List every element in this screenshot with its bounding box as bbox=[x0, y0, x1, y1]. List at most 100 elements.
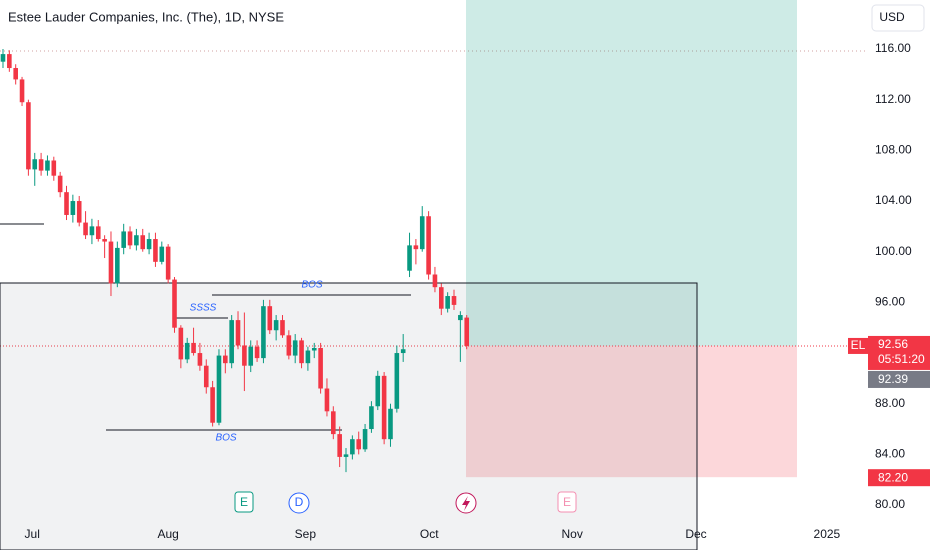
candle-body bbox=[280, 320, 285, 336]
event-label: D bbox=[295, 495, 304, 509]
currency-button[interactable] bbox=[871, 4, 925, 32]
candle-body bbox=[102, 239, 107, 242]
candle-body bbox=[197, 353, 203, 366]
price-label: 92.39 bbox=[878, 372, 908, 386]
annotation: BOS bbox=[301, 280, 322, 291]
candle-body bbox=[216, 355, 222, 423]
x-tick-label: Nov bbox=[561, 527, 582, 541]
x-tick-label: Jul bbox=[25, 527, 40, 541]
candle-body bbox=[146, 239, 152, 250]
candle-body bbox=[464, 317, 470, 346]
candle-body bbox=[7, 54, 12, 69]
event-icon[interactable] bbox=[234, 491, 254, 513]
candle-body bbox=[178, 327, 184, 360]
event-label: E bbox=[240, 495, 248, 509]
candle-body bbox=[19, 79, 25, 103]
candle-body bbox=[64, 192, 69, 215]
profit-zone bbox=[466, 0, 797, 346]
candle-body bbox=[445, 296, 450, 309]
candle-body bbox=[108, 241, 114, 284]
candle-body bbox=[140, 235, 146, 250]
event-icon[interactable] bbox=[288, 492, 310, 514]
candle-body bbox=[343, 454, 349, 457]
candle-body bbox=[407, 245, 412, 271]
candle-body bbox=[388, 408, 393, 440]
last-price-tag bbox=[868, 335, 930, 370]
last-price: 92.56 bbox=[878, 337, 908, 351]
candle-body bbox=[458, 315, 463, 321]
candle-body bbox=[362, 429, 368, 450]
candle-body bbox=[356, 439, 362, 450]
candle-body bbox=[121, 231, 126, 248]
candle-body bbox=[331, 411, 336, 435]
candle-body bbox=[76, 201, 82, 223]
candle-body bbox=[426, 216, 431, 275]
y-tick-label: 80.00 bbox=[875, 497, 905, 511]
x-tick-label: Sep bbox=[295, 527, 317, 541]
candle-body bbox=[115, 247, 120, 284]
candle-body bbox=[254, 346, 260, 359]
candle-body bbox=[369, 406, 374, 430]
y-tick-label: 104.00 bbox=[875, 193, 912, 207]
candle-body bbox=[400, 349, 406, 354]
candle-body bbox=[394, 353, 400, 409]
candle-body bbox=[350, 439, 355, 455]
candle-body bbox=[210, 387, 215, 423]
y-tick-label: 112.00 bbox=[875, 92, 911, 106]
candle-body bbox=[134, 235, 139, 246]
candle-body bbox=[413, 245, 419, 250]
candle-body bbox=[273, 320, 279, 331]
x-tick-label: Oct bbox=[420, 527, 439, 541]
price-tag bbox=[868, 370, 930, 388]
y-tick-label: 108.00 bbox=[875, 143, 912, 157]
candle-body bbox=[13, 68, 18, 80]
annotation: SSSS bbox=[190, 303, 217, 314]
candle-body bbox=[451, 296, 457, 305]
candle-body bbox=[267, 306, 273, 331]
candle-body bbox=[51, 160, 57, 176]
candle-body bbox=[337, 434, 342, 457]
candle-body bbox=[172, 279, 177, 328]
candle-body bbox=[318, 347, 323, 389]
candle-body bbox=[311, 347, 317, 351]
symbol: EL bbox=[851, 338, 866, 352]
y-tick-label: 88.00 bbox=[875, 396, 905, 410]
candle-body bbox=[0, 54, 6, 62]
candle-body bbox=[165, 246, 171, 280]
event-icon[interactable] bbox=[557, 491, 577, 513]
candle-body bbox=[381, 375, 387, 440]
range-box bbox=[0, 282, 698, 550]
candle-body bbox=[26, 102, 31, 170]
candle-body bbox=[95, 226, 101, 240]
x-tick-label: 2025 bbox=[814, 527, 841, 541]
candle-body bbox=[89, 226, 95, 236]
price-label: 82.20 bbox=[878, 470, 908, 484]
y-tick-label: 100.00 bbox=[875, 244, 912, 258]
candle-body bbox=[159, 246, 165, 262]
y-tick-label: 84.00 bbox=[875, 447, 905, 461]
events: E D E bbox=[234, 491, 577, 514]
price-tag bbox=[868, 469, 930, 487]
candle-body bbox=[57, 175, 63, 193]
annotation: BOS bbox=[215, 433, 236, 444]
candle-body bbox=[223, 355, 228, 364]
currency: USD bbox=[879, 10, 905, 24]
x-tick-label: Aug bbox=[157, 527, 178, 541]
x-tick-label: Dec bbox=[685, 527, 706, 541]
candle-body bbox=[45, 160, 50, 171]
lightning bbox=[462, 496, 470, 511]
loss-zone bbox=[466, 345, 797, 478]
price-axis bbox=[865, 0, 932, 550]
chart-title: Estee Lauder Companies, Inc. (The), 1D, … bbox=[8, 9, 284, 24]
y-tick-label: 96.00 bbox=[875, 295, 905, 309]
candle-body bbox=[248, 346, 254, 366]
candle-body bbox=[299, 340, 304, 364]
candle-body bbox=[432, 274, 438, 288]
candle-body bbox=[419, 216, 425, 250]
candle-body bbox=[70, 201, 76, 215]
candle-body bbox=[203, 365, 209, 388]
candle-body bbox=[229, 320, 234, 364]
y-tick-label: 116.00 bbox=[875, 41, 911, 55]
countdown: 05:51:20 bbox=[878, 352, 925, 366]
